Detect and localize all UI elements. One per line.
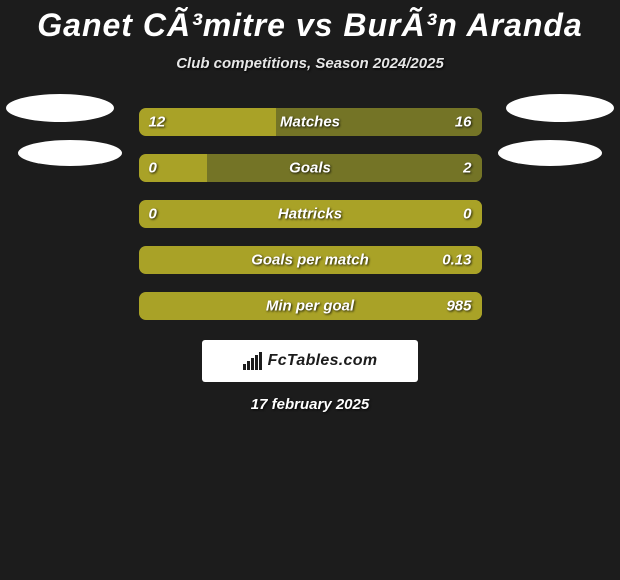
date-label: 17 february 2025	[251, 396, 369, 413]
comparison-chart: Matches 12 16 Goals 0 2 Hattricks 0 0 Goals per m…	[0, 108, 620, 320]
stat-row: Hattricks 0 0	[0, 200, 620, 228]
bar-value-right: 985	[446, 298, 471, 315]
stat-row: Goals 0 2	[0, 154, 620, 182]
bar-value-right: 0.13	[442, 252, 471, 269]
page-title: Ganet CÃ³mitre vs BurÃ³n Aranda	[37, 8, 582, 43]
bar-track: Goals per match 0.13	[139, 246, 482, 274]
bar-label: Goals	[289, 160, 331, 177]
stat-row: Min per goal 985	[0, 292, 620, 320]
bar-value-right: 0	[463, 206, 471, 223]
bar-label: Min per goal	[266, 298, 354, 315]
stat-row: Goals per match 0.13	[0, 246, 620, 274]
bar-track: Min per goal 985	[139, 292, 482, 320]
bar-label: Goals per match	[251, 252, 369, 269]
bar-value-right: 2	[463, 160, 471, 177]
bar-right	[207, 154, 481, 182]
bar-label: Matches	[280, 114, 340, 131]
bars-icon	[243, 352, 262, 370]
bar-track: Goals 0 2	[139, 154, 482, 182]
bar-value-right: 16	[455, 114, 472, 131]
stat-row: Matches 12 16	[0, 108, 620, 136]
subtitle: Club competitions, Season 2024/2025	[176, 55, 444, 72]
bar-label: Hattricks	[278, 206, 342, 223]
brand-badge: FcTables.com	[202, 340, 418, 382]
brand-text: FcTables.com	[268, 352, 378, 370]
bar-value-left: 0	[149, 160, 157, 177]
bar-value-left: 12	[149, 114, 166, 131]
bar-track: Matches 12 16	[139, 108, 482, 136]
bar-value-left: 0	[149, 206, 157, 223]
bar-track: Hattricks 0 0	[139, 200, 482, 228]
